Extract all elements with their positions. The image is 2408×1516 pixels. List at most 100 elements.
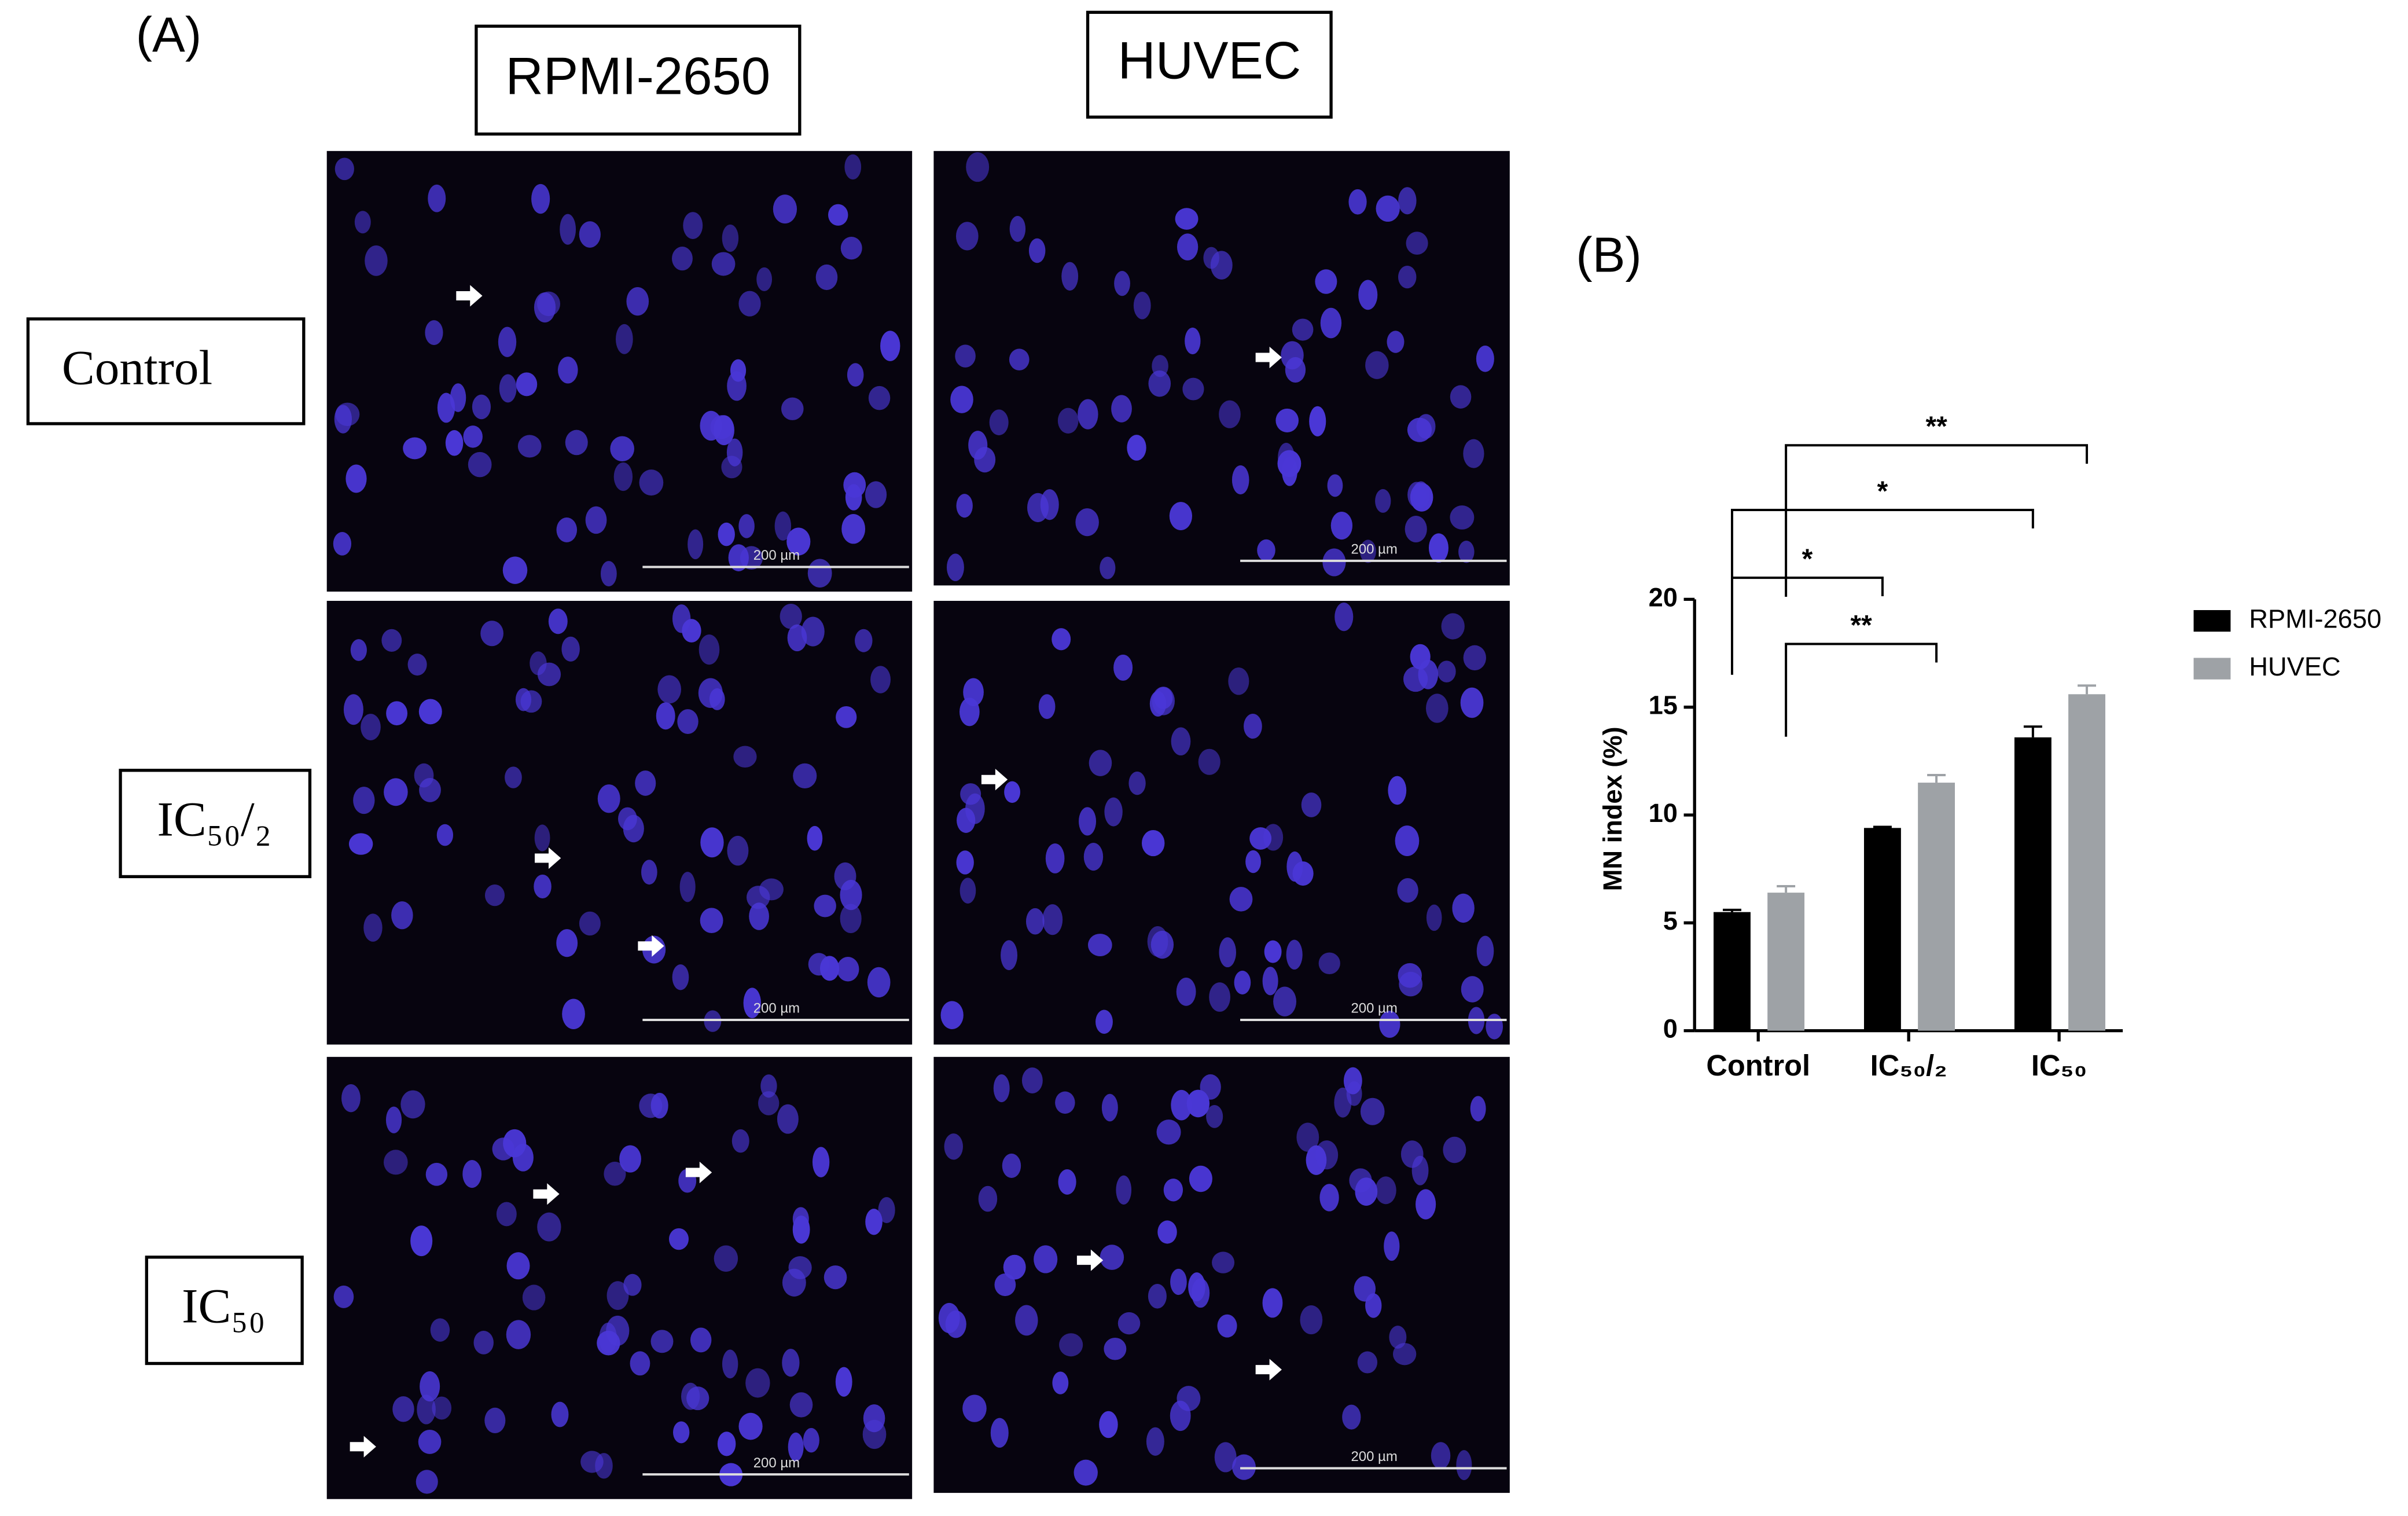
nucleus — [502, 556, 528, 584]
nucleus — [960, 783, 981, 805]
panel-label: (B) — [1576, 228, 1642, 283]
nucleus — [1234, 970, 1251, 994]
nucleus — [698, 634, 720, 665]
nucleus — [597, 784, 620, 813]
nucleus — [686, 1386, 709, 1411]
nucleus — [383, 1150, 408, 1175]
nucleus — [1219, 400, 1241, 428]
nucleus — [385, 1106, 402, 1133]
nucleus — [561, 636, 580, 662]
micrograph — [933, 1056, 1510, 1493]
nucleus — [630, 1351, 650, 1376]
legend-swatch — [2193, 610, 2231, 632]
nucleus — [1101, 1093, 1118, 1122]
nucleus — [1038, 694, 1056, 720]
nucleus — [1318, 952, 1340, 975]
nucleus — [880, 331, 900, 361]
nucleus — [361, 714, 381, 740]
nucleus — [1286, 851, 1303, 882]
nucleus — [534, 824, 550, 851]
nucleus — [1163, 1179, 1183, 1202]
nucleus — [847, 363, 864, 387]
significance-bracket — [1730, 508, 2034, 631]
nucleus — [639, 469, 664, 496]
nucleus — [1418, 659, 1439, 689]
nucleus — [345, 464, 367, 493]
nucleus — [1441, 613, 1465, 640]
nucleus — [758, 1091, 780, 1115]
nucleus — [1301, 792, 1322, 817]
nucleus — [774, 511, 792, 541]
nucleus — [522, 1284, 546, 1311]
nucleus — [1322, 548, 1346, 577]
nucleus — [993, 1074, 1010, 1103]
nucleus — [333, 532, 352, 556]
nucleus — [381, 629, 402, 652]
nucleus — [565, 430, 588, 456]
scale-bar-label: 200 µm — [753, 1001, 800, 1016]
panel-label: (A) — [136, 8, 202, 63]
nucleus — [865, 481, 887, 508]
row-label: IC₅₀ — [182, 1279, 266, 1334]
nucleus — [348, 833, 373, 855]
nucleus — [392, 1396, 414, 1422]
y-tick-label: 20 — [1649, 582, 1678, 612]
nucleus — [1320, 307, 1342, 339]
nucleus — [1055, 1091, 1075, 1114]
nucleus — [556, 929, 578, 957]
nucleus — [801, 616, 825, 647]
nucleus — [807, 559, 832, 588]
nucleus — [955, 344, 976, 368]
nucleus — [420, 1371, 440, 1402]
y-axis-label: MN index (%) — [1598, 726, 1627, 891]
nucleus — [683, 212, 703, 239]
bar — [1714, 912, 1751, 1031]
nucleus — [520, 690, 542, 713]
nucleus — [1428, 533, 1449, 563]
nucleus — [718, 522, 735, 546]
arrow — [535, 847, 561, 869]
nucleus — [749, 902, 769, 930]
nucleus — [738, 514, 755, 538]
y-tick-label: 5 — [1663, 906, 1678, 935]
nucleus — [1113, 654, 1133, 681]
nucleus — [428, 184, 446, 212]
nucleus — [1355, 1177, 1378, 1206]
legend-label: HUVEC — [2249, 652, 2340, 681]
nucleus — [1296, 1122, 1319, 1152]
nucleus — [600, 561, 617, 586]
column-header: HUVEC — [1117, 32, 1301, 90]
nucleus — [1104, 1337, 1127, 1360]
nucleus — [1405, 516, 1427, 543]
column-header-box — [475, 24, 802, 136]
nucleus — [613, 462, 633, 491]
nucleus — [1171, 727, 1191, 756]
nucleus — [635, 770, 656, 796]
arrow — [981, 769, 1008, 791]
nucleus — [1219, 937, 1236, 968]
nucleus — [1021, 1067, 1043, 1093]
nucleus — [1425, 693, 1449, 723]
nucleus — [1133, 292, 1151, 320]
nucleus — [1001, 940, 1018, 971]
nucleus — [1286, 939, 1303, 970]
y-tick-label: 0 — [1663, 1014, 1678, 1044]
nucleus — [1358, 280, 1378, 310]
nucleus — [1028, 238, 1046, 263]
nucleus — [1057, 408, 1079, 434]
nucleus — [815, 264, 838, 291]
nucleus — [445, 430, 464, 456]
nucleus — [1315, 1140, 1339, 1170]
y-tick-label: 15 — [1649, 691, 1678, 720]
nucleus — [1443, 1136, 1466, 1163]
row-label: IC₅₀/₂ — [157, 792, 271, 846]
nucleus — [1185, 327, 1201, 355]
micrographs: 200 µm 200 µm 200 µm 200 µm 200 µm 200 µm — [326, 151, 1510, 1499]
nucleus — [700, 410, 722, 441]
nucleus — [1177, 233, 1199, 260]
scale-bar-label: 200 µm — [753, 548, 800, 563]
nucleus — [623, 1273, 642, 1296]
nucleus — [1470, 1096, 1486, 1122]
nucleus — [1407, 417, 1432, 442]
